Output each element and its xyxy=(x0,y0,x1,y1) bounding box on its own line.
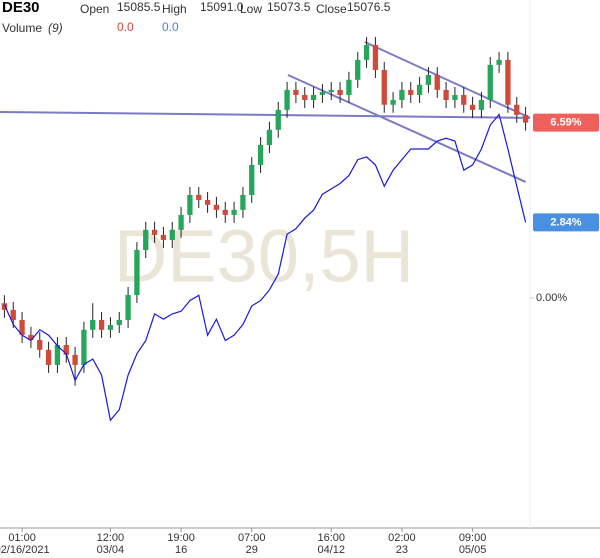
candle-body xyxy=(125,294,131,320)
candle-body xyxy=(249,164,255,195)
x-tick-label: 01:00 xyxy=(8,532,36,544)
candle-body xyxy=(266,129,273,145)
candle-body xyxy=(434,75,440,90)
candle-body xyxy=(425,75,432,85)
trend-line xyxy=(364,41,531,119)
field-value: 15076.5 xyxy=(347,0,391,14)
candle-body xyxy=(461,94,467,105)
volume-value: 0.0 xyxy=(117,20,134,34)
candle-body xyxy=(151,229,158,235)
symbol: DE30 xyxy=(2,0,40,16)
candle-body xyxy=(408,89,414,95)
candle-body xyxy=(399,89,405,101)
compare-line xyxy=(3,113,527,422)
candle-body xyxy=(143,229,149,251)
candle-body xyxy=(134,250,140,295)
compare-label: 2.84% xyxy=(550,216,581,228)
candle-body xyxy=(337,89,343,95)
candle-body xyxy=(390,100,396,105)
candle-body xyxy=(187,194,193,215)
field-label: Close xyxy=(316,2,347,16)
candle-body xyxy=(522,114,529,123)
field-label: High xyxy=(162,2,187,16)
candle-body xyxy=(443,89,449,101)
candle-body xyxy=(328,89,334,93)
candle-body xyxy=(310,94,317,101)
candle-body xyxy=(160,234,167,240)
x-tick-sublabel: 04/12 xyxy=(317,544,345,556)
candle-body xyxy=(231,209,237,215)
candle-body xyxy=(302,94,308,101)
compare-badge xyxy=(533,213,599,232)
candle-body xyxy=(478,100,485,110)
candle-body xyxy=(169,229,175,240)
volume-period: (9) xyxy=(48,21,63,35)
field-value: 15085.5 xyxy=(117,0,161,14)
volume-value: 0.0 xyxy=(162,20,179,34)
candle-body xyxy=(240,194,246,210)
candle-body xyxy=(284,89,290,110)
candle-body xyxy=(487,64,493,101)
x-tick-sublabel: 29 xyxy=(246,544,258,556)
x-tick-sublabel: 02/16/2021 xyxy=(0,544,50,556)
candle-body xyxy=(372,44,379,70)
price-label: 6.59% xyxy=(550,117,581,129)
y-tick-label: 0.00% xyxy=(536,292,567,304)
trend-line xyxy=(0,110,531,119)
x-tick-label: 12:00 xyxy=(97,532,125,544)
candle-body xyxy=(107,325,114,330)
price-badge xyxy=(533,113,599,132)
x-tick-label: 19:00 xyxy=(167,532,195,544)
candle-body xyxy=(319,92,326,95)
candle-body xyxy=(469,104,476,110)
candle-body xyxy=(81,329,87,365)
candle-body xyxy=(10,309,16,320)
x-tick-sublabel: 23 xyxy=(396,544,408,556)
x-tick-label: 16:00 xyxy=(317,532,345,544)
watermark: DE30,5H xyxy=(114,215,414,298)
x-tick-label: 07:00 xyxy=(238,532,266,544)
volume-label: Volume xyxy=(2,21,42,35)
candle-body xyxy=(204,200,211,205)
field-value: 15073.5 xyxy=(267,0,311,14)
candle-body xyxy=(45,349,52,365)
candle-body xyxy=(37,339,43,350)
x-tick-sublabel: 05/05 xyxy=(459,544,487,556)
field-label: Open xyxy=(80,2,109,16)
candle-body xyxy=(505,59,511,105)
candle-body xyxy=(381,69,387,105)
candle-body xyxy=(514,104,520,115)
candle-body xyxy=(54,344,61,365)
field-label: Low xyxy=(240,2,262,16)
candle-body xyxy=(222,209,228,215)
candle-body xyxy=(257,144,264,165)
candle-body xyxy=(275,109,281,130)
candle-body xyxy=(116,319,122,326)
candle-body xyxy=(363,44,370,60)
x-tick-label: 09:00 xyxy=(459,532,487,544)
candle-body xyxy=(98,319,105,330)
x-tick-sublabel: 03/04 xyxy=(97,544,125,556)
candle-body xyxy=(90,319,96,330)
field-value: 15091.0 xyxy=(200,0,244,14)
candle-body xyxy=(63,344,69,355)
candle-body xyxy=(28,334,34,340)
candle-body xyxy=(355,59,361,80)
x-tick-label: 02:00 xyxy=(388,532,416,544)
x-tick-sublabel: 16 xyxy=(175,544,187,556)
candle-body xyxy=(452,94,458,101)
candle-body xyxy=(1,303,8,310)
candle-body xyxy=(196,194,202,201)
candle-body xyxy=(72,354,78,365)
candle-body xyxy=(178,214,184,230)
candle-body xyxy=(213,204,220,210)
candle-body xyxy=(496,59,502,65)
candle-body xyxy=(293,89,299,95)
candle-body xyxy=(416,84,423,95)
trend-line xyxy=(287,74,526,183)
candle-body xyxy=(346,79,352,95)
candle-body xyxy=(19,319,25,335)
